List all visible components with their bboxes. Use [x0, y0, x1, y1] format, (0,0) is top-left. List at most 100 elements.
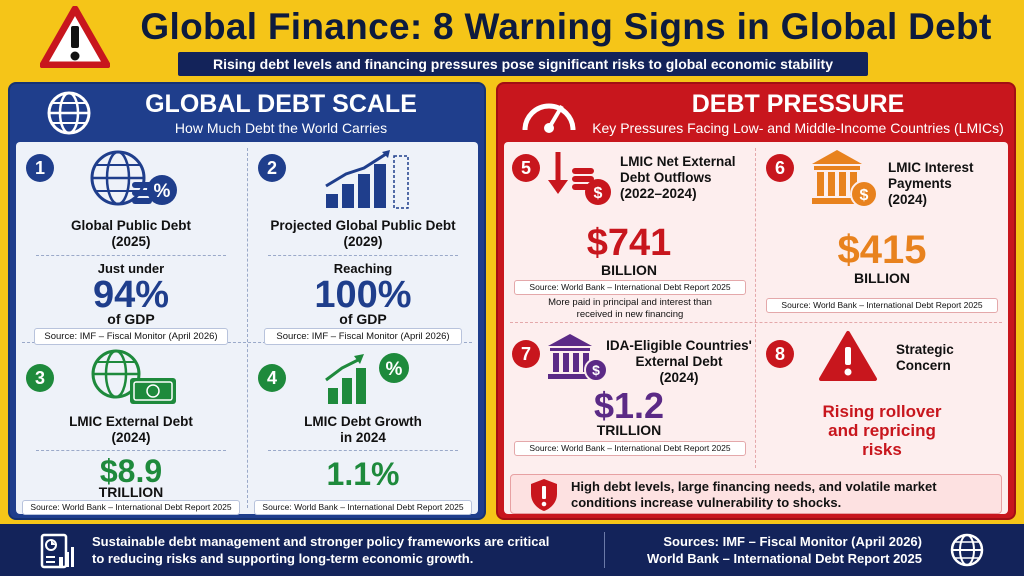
vulnerability-alert: High debt levels, large financing needs,… — [510, 474, 1002, 514]
panel-subtitle: How Much Debt the World Carries — [174, 120, 388, 136]
bank-coin-icon: $ — [812, 150, 878, 208]
number-badge: 8 — [766, 340, 794, 368]
card-unit: BILLION — [854, 270, 910, 286]
card-label-year: (2024) — [111, 430, 151, 445]
globe-money-icon — [91, 349, 176, 404]
svg-text:$: $ — [860, 187, 869, 204]
card-source: Source: World Bank – International Debt … — [22, 500, 240, 515]
card-label-year: in 2024 — [340, 430, 386, 445]
right-panel-body: 5 $ LMIC Net External Debt Outflows (2022–… — [504, 142, 1008, 514]
svg-text:$: $ — [594, 185, 603, 202]
card-label-2: Debt Outflows — [620, 170, 712, 185]
gauge-icon — [522, 103, 576, 133]
card-source: Source: World Bank – International Debt … — [514, 441, 746, 456]
global-debt-scale-panel: GLOBAL DEBT SCALE How Much Debt the Worl… — [8, 82, 486, 520]
card-label: Strategic — [896, 342, 954, 357]
number-badge: 4 — [258, 364, 286, 392]
card-label: Projected Global Public Debt — [270, 218, 456, 233]
page-title: Global Finance: 8 Warning Signs in Globa… — [140, 6, 992, 47]
footer-divider — [604, 532, 605, 568]
card-value: $741 — [586, 222, 672, 264]
card-label: LMIC Interest — [888, 160, 974, 175]
card-label-year: (2025) — [111, 234, 151, 249]
card-label-2: Payments — [888, 176, 952, 191]
card-projected-public-debt: 2 Projected Global Public Debt (2029) Rea… — [248, 142, 478, 345]
card-note: More paid in principal and interest than — [548, 297, 712, 308]
card-source: Source: World Bank – International Debt … — [514, 280, 746, 295]
card-lmic-external-debt: 3 LMIC External Debt (2024) $8.9 TRILLION… — [16, 344, 246, 515]
globe-icon — [950, 533, 984, 567]
card-unit: of GDP — [107, 311, 155, 327]
svg-text:%: % — [386, 359, 403, 380]
panel-title: DEBT PRESSURE — [691, 90, 905, 118]
card-label-year: (2022–2024) — [620, 186, 697, 201]
page-subtitle: Rising debt levels and financing pressur… — [178, 52, 868, 76]
bar-growth-icon — [325, 150, 409, 209]
risk-text: Rising rollover — [822, 402, 942, 421]
left-panel-body: 1 % Global Public Debt (2025) Just under … — [16, 142, 478, 515]
card-lmic-debt-growth: 4 % LMIC Debt Growth in 2024 1.1% Source:… — [248, 344, 478, 515]
risk-text-3: risks — [862, 440, 902, 459]
card-strategic-concern: 8 Strategic Concern Rising rollover and re… — [756, 324, 1008, 474]
footer: Sustainable debt management and stronger… — [0, 524, 1024, 576]
card-label-2: External Debt — [635, 354, 723, 369]
card-unit: of GDP — [339, 311, 387, 327]
debt-pressure-panel: DEBT PRESSURE Key Pressures Facing Low- … — [496, 82, 1016, 520]
card-label: LMIC Debt Growth — [304, 414, 422, 429]
alert-triangle-icon — [819, 331, 877, 381]
globe-icon — [47, 91, 91, 135]
footer-message: Sustainable debt management and stronger… — [92, 534, 550, 549]
panel-title: GLOBAL DEBT SCALE — [145, 90, 417, 118]
card-unit: BILLION — [601, 262, 657, 278]
card-global-public-debt: 1 % Global Public Debt (2025) Just under … — [16, 142, 246, 345]
card-label-year: (2024) — [888, 192, 928, 207]
card-label-year: (2029) — [343, 234, 383, 249]
warning-icon — [40, 6, 110, 68]
card-label: IDA-Eligible Countries' — [606, 338, 752, 353]
shield-alert-icon — [531, 479, 557, 511]
number-badge: 3 — [26, 364, 54, 392]
card-source: Source: World Bank – International Debt … — [254, 500, 472, 515]
footer-source: Sources: IMF – Fiscal Monitor (April 202… — [663, 534, 922, 549]
number-badge: 1 — [26, 154, 54, 182]
svg-text:$: $ — [592, 362, 600, 378]
card-value: 94% — [92, 274, 170, 316]
alert-text: High debt levels, large financing needs,… — [571, 479, 937, 494]
card-value: 1.1% — [326, 456, 400, 492]
header: Global Finance: 8 Warning Signs in Globa… — [0, 0, 1024, 82]
globe-coins-icon: % — [90, 150, 177, 206]
card-note-2: received in new financing — [576, 309, 684, 320]
card-unit: TRILLION — [596, 422, 662, 438]
card-label: LMIC External Debt — [69, 414, 193, 429]
bank-coin-icon: $ — [548, 334, 608, 382]
card-source: Source: World Bank – International Debt … — [766, 298, 998, 313]
alert-text-2: conditions increase vulnerability to sho… — [571, 495, 842, 510]
card-prefix: Just under — [97, 261, 165, 276]
card-label: LMIC Net External — [620, 154, 736, 169]
card-label: Global Public Debt — [70, 218, 191, 233]
card-source: Source: IMF – Fiscal Monitor (April 2026… — [264, 328, 462, 345]
card-label-year: (2024) — [659, 370, 699, 385]
number-badge: 5 — [512, 154, 540, 182]
card-value: 100% — [314, 274, 412, 316]
card-unit: TRILLION — [98, 484, 164, 500]
risk-text-2: and repricing — [828, 421, 936, 440]
number-badge: 2 — [258, 154, 286, 182]
card-value: $1.2 — [593, 385, 665, 426]
number-badge: 6 — [766, 154, 794, 182]
footer-message-2: to reducing risks and supporting long-te… — [92, 551, 474, 566]
card-source: Source: IMF – Fiscal Monitor (April 2026… — [34, 328, 228, 345]
card-value: $8.9 — [99, 453, 163, 489]
card-ida-external-debt: 7 $ IDA-Eligible Countries' External Debt… — [504, 324, 754, 474]
card-value: $415 — [837, 228, 927, 272]
number-badge: 7 — [512, 340, 540, 368]
footer-source-2: World Bank – International Debt Report 2… — [647, 551, 922, 566]
panel-subtitle: Key Pressures Facing Low- and Middle-Inc… — [592, 120, 1004, 136]
outflow-coins-icon: $ — [548, 152, 611, 205]
growth-percent-icon: % — [325, 353, 409, 404]
card-label-2: Concern — [896, 358, 951, 373]
card-interest-payments: 6 $ LMIC Interest Payments (2024) $415 BIL… — [756, 142, 1008, 322]
card-net-outflows: 5 $ LMIC Net External Debt Outflows (2022–… — [504, 142, 754, 322]
svg-text:%: % — [154, 181, 171, 202]
